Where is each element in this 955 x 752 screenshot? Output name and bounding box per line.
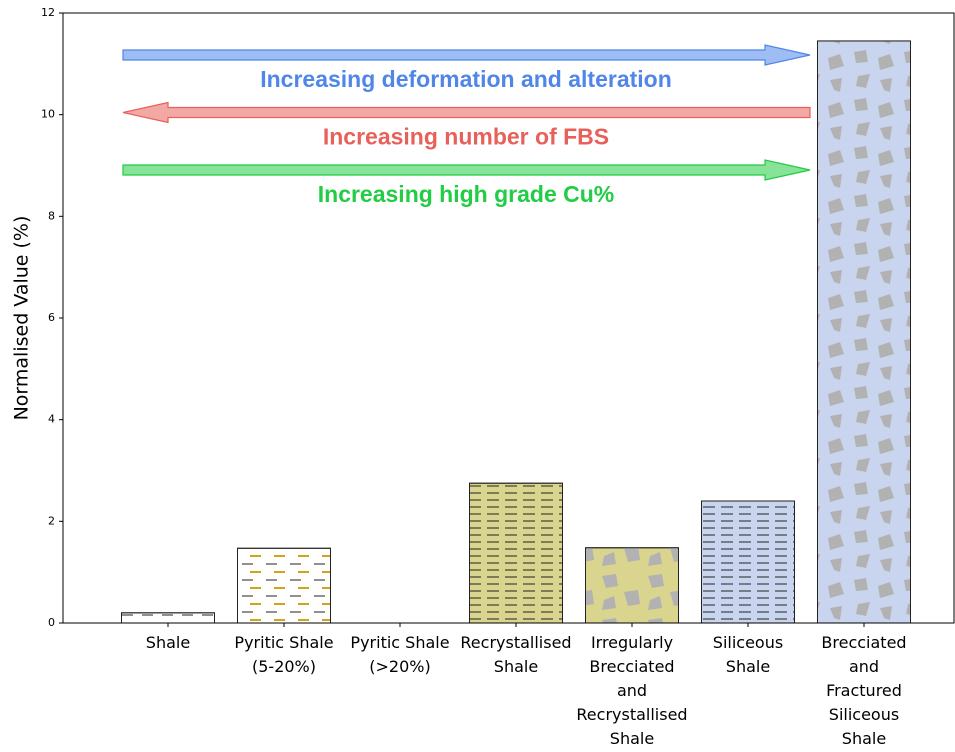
- bar-pattern: [238, 548, 331, 623]
- x-tick-label-line: Recrystallised: [576, 705, 687, 724]
- annotation-arrow: [123, 103, 810, 123]
- annotation-arrow: [123, 160, 810, 180]
- x-tick-label: Shale: [146, 633, 190, 652]
- x-tick-label-line: Shale: [146, 633, 190, 652]
- y-tick-label: 12: [41, 6, 55, 19]
- annotation-text: Increasing high grade Cu%: [318, 181, 615, 207]
- x-tick-label-line: Fractured: [826, 681, 902, 700]
- annotation-arrow: [123, 45, 810, 65]
- y-tick-label: 8: [48, 209, 55, 222]
- x-tick-label: Brecciated and Fractured Siliceous Shale: [821, 633, 906, 748]
- x-tick-label-line: Shale: [494, 657, 538, 676]
- annotation-text: Increasing number of FBS: [323, 124, 609, 150]
- x-tick-label: Siliceous Shale: [713, 633, 783, 676]
- x-tick-label-line: Irregularly: [591, 633, 673, 652]
- bar-pattern: [122, 613, 215, 623]
- y-tick-label: 6: [48, 311, 55, 324]
- x-tick-label: Irregularly Brecciated and Recrystallised Sh…: [576, 633, 687, 748]
- annotation-text: Increasing deformation and alteration: [260, 66, 672, 92]
- bar-pattern: [586, 548, 679, 623]
- x-tick-label-line: Pyritic Shale: [350, 633, 449, 652]
- x-tick-label-line: and: [849, 657, 879, 676]
- x-tick-label-line: Shale: [842, 729, 886, 748]
- x-tick-label-line: Shale: [726, 657, 770, 676]
- x-tick-label-line: Recrystallised: [460, 633, 571, 652]
- x-tick-label-line: Siliceous: [713, 633, 783, 652]
- bar-pattern: [818, 41, 911, 623]
- x-tick-label-line: (5-20%): [252, 657, 316, 676]
- x-tick-label-line: Siliceous: [829, 705, 899, 724]
- chart: Normalised Value (%) 0 2 4 6 8 10 12 Shale Pyrit…: [0, 0, 955, 752]
- y-tick-label: 4: [48, 413, 55, 426]
- y-tick-label: 10: [41, 108, 55, 121]
- x-tick-label-line: Shale: [610, 729, 654, 748]
- x-tick-label-line: and: [617, 681, 647, 700]
- x-tick-label-line: Brecciated: [589, 657, 674, 676]
- y-axis-label: Normalised Value (%): [11, 216, 33, 421]
- x-tick-label: Pyritic Shale (>20%): [350, 633, 449, 676]
- x-tick-label-line: Brecciated: [821, 633, 906, 652]
- y-tick-label: 0: [48, 616, 55, 629]
- x-tick-label-line: Pyritic Shale: [234, 633, 333, 652]
- x-tick-label-line: (>20%): [369, 657, 430, 676]
- y-tick-label: 2: [48, 514, 55, 527]
- bar-pattern: [470, 483, 563, 623]
- x-tick-label: Pyritic Shale (5-20%): [234, 633, 333, 676]
- x-tick-label: Recrystallised Shale: [460, 633, 571, 676]
- bar-pattern: [702, 501, 795, 623]
